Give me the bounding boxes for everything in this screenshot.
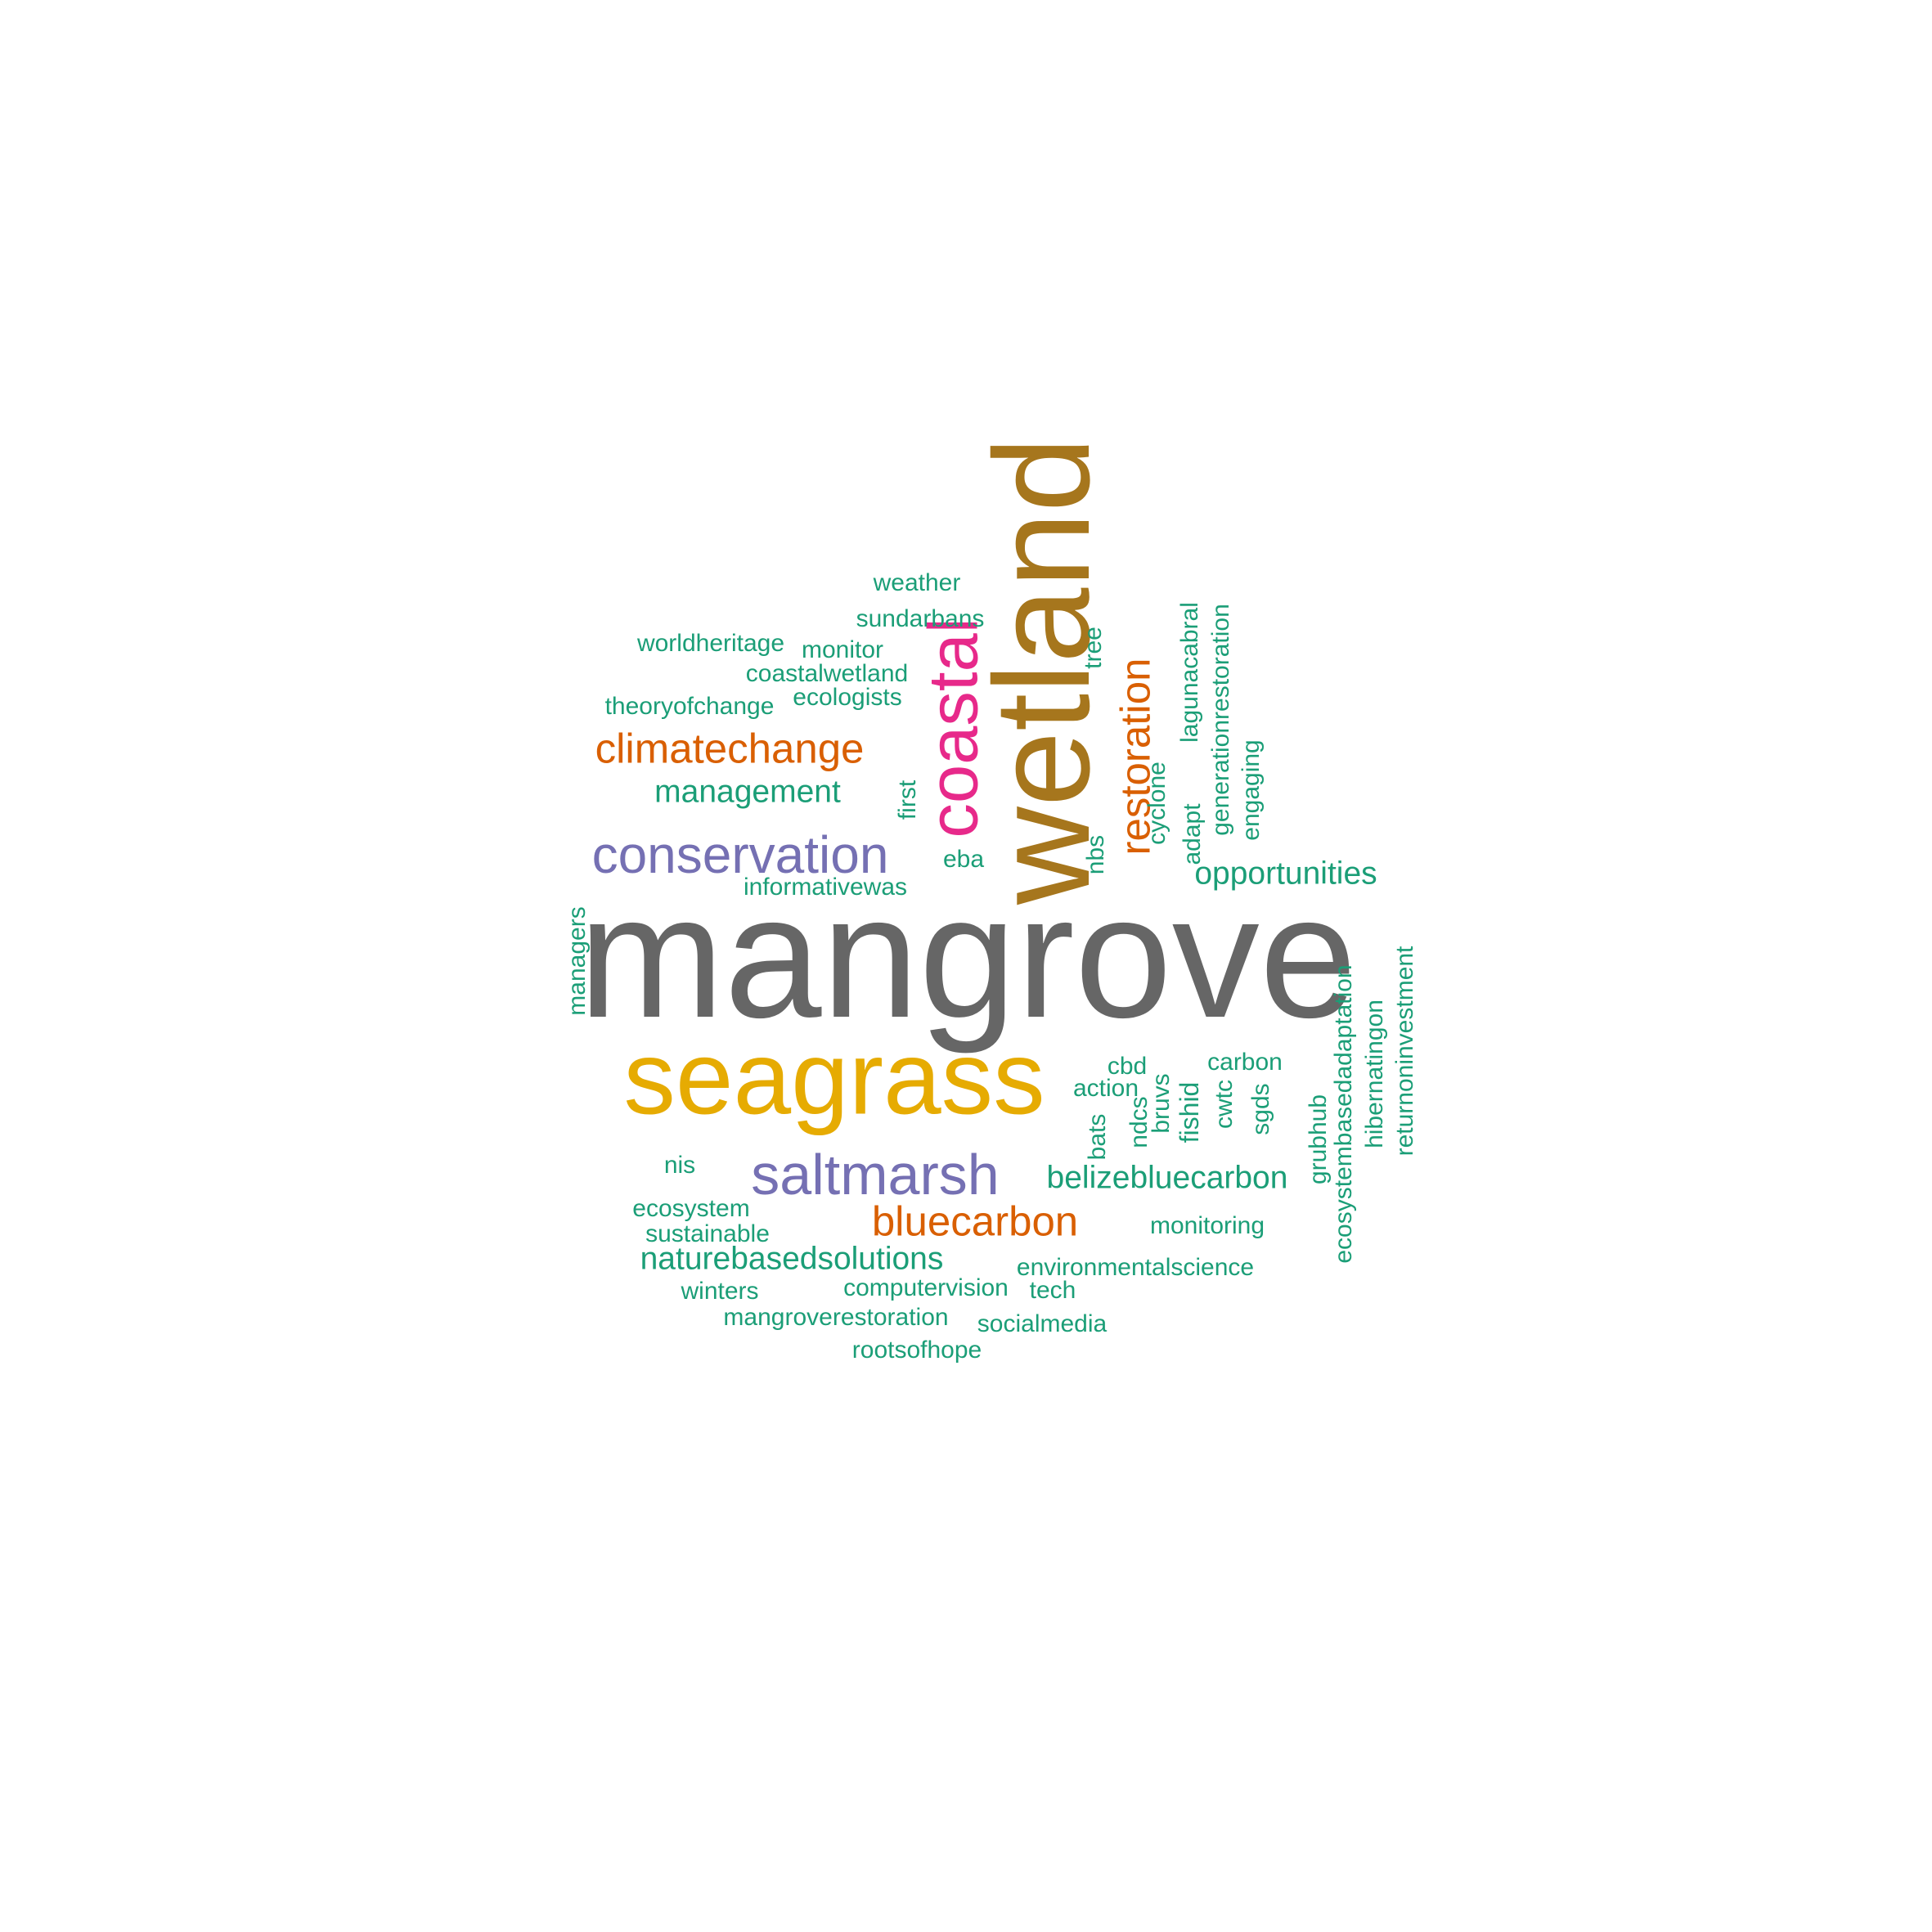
word-adapt: adapt xyxy=(1179,803,1206,865)
word-eba: eba xyxy=(942,846,985,873)
word-theoryofchange: theoryofchange xyxy=(604,693,775,720)
word-monitoring: monitoring xyxy=(1149,1212,1265,1239)
word-mangrove: mangrove xyxy=(578,859,1357,1054)
word-rootsofhope: rootsofhope xyxy=(851,1337,982,1364)
word-engaging: engaging xyxy=(1238,739,1265,841)
word-sgds: sgds xyxy=(1247,1083,1274,1135)
word-computervision: computervision xyxy=(843,1274,1009,1301)
word-nbs: nbs xyxy=(1082,834,1109,875)
word-coastalwetland: coastalwetland xyxy=(745,660,909,687)
word-action: action xyxy=(1072,1075,1139,1102)
word-ecosystem: ecosystem xyxy=(632,1195,750,1222)
word-saltmarsh: saltmarsh xyxy=(751,1143,1000,1206)
word-nis: nis xyxy=(663,1152,696,1179)
word-returnoninvestment: returnoninvestment xyxy=(1391,946,1418,1157)
word-naturebasedsolutions: naturebasedsolutions xyxy=(640,1241,944,1277)
word-fishid: fishid xyxy=(1175,1081,1204,1143)
word-climatechange: climatechange xyxy=(595,725,865,772)
word-socialmedia: socialmedia xyxy=(977,1310,1108,1337)
word-bats: bats xyxy=(1084,1113,1111,1161)
word-monitor: monitor xyxy=(801,636,884,663)
word-winters: winters xyxy=(681,1278,759,1305)
word-mangroverestoration: mangroverestoration xyxy=(723,1304,949,1331)
word-sustainable: sustainable xyxy=(645,1220,770,1247)
word-ecosystembasedadaptation: ecosystembasedadaptation xyxy=(1330,964,1357,1264)
word-lagunacabral: lagunacabral xyxy=(1176,602,1203,743)
word-bluecarbon: bluecarbon xyxy=(871,1197,1079,1245)
word-belizebluecarbon: belizebluecarbon xyxy=(1046,1160,1288,1196)
word-cbd: cbd xyxy=(1107,1053,1148,1080)
word-bruvs: bruvs xyxy=(1148,1073,1175,1134)
word-grubhub: grubhub xyxy=(1305,1094,1332,1185)
word-tech: tech xyxy=(1029,1277,1076,1304)
word-management: management xyxy=(654,774,841,810)
word-first: first xyxy=(894,780,921,820)
word-ecologists: ecologists xyxy=(793,684,902,711)
word-informativewas: informativewas xyxy=(743,874,908,901)
word-carbon: carbon xyxy=(1207,1049,1283,1076)
word-seagrass: seagrass xyxy=(623,1019,1045,1136)
word-generationrestoration: generationrestoration xyxy=(1207,604,1234,836)
word-tree: tree xyxy=(1080,627,1107,669)
word-sundarbans: sundarbans xyxy=(856,605,985,632)
word-coastal: coastal xyxy=(914,618,993,838)
word-hibernatingon: hibernatingon xyxy=(1361,1000,1388,1148)
word-cyclone: cyclone xyxy=(1143,762,1170,845)
word-worldheritage: worldheritage xyxy=(636,630,785,657)
word-conservation: conservation xyxy=(591,825,889,884)
word-cwtc: cwtc xyxy=(1211,1080,1238,1129)
word-weather: weather xyxy=(873,569,961,596)
word-environmentalscience: environmentalscience xyxy=(1016,1254,1255,1281)
word-opportunities: opportunities xyxy=(1194,856,1377,892)
word-managers: managers xyxy=(564,906,591,1016)
